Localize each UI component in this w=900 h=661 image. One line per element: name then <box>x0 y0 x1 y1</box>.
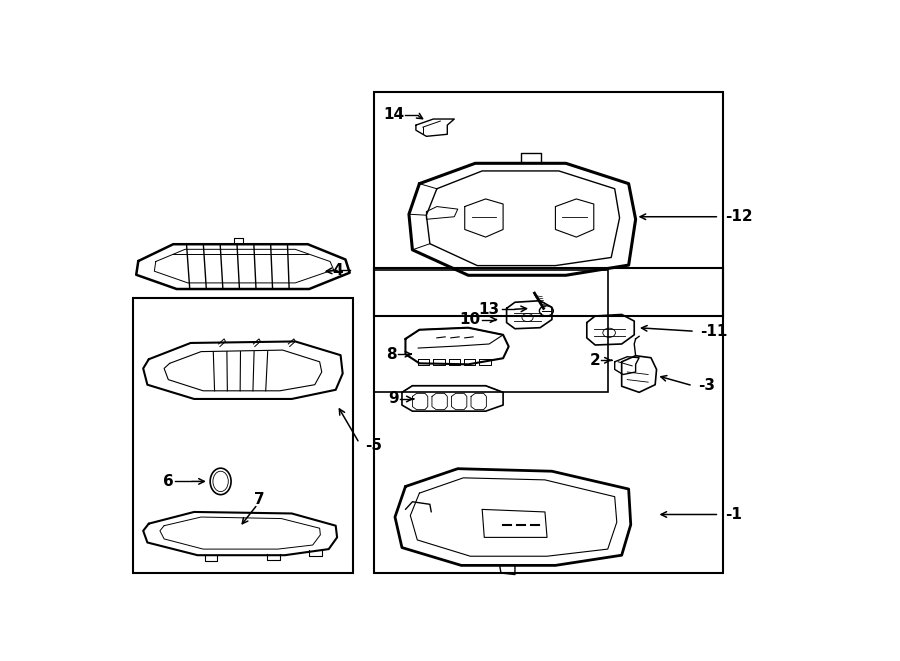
Bar <box>374 92 723 316</box>
Bar <box>374 270 608 393</box>
Bar <box>374 268 723 573</box>
Text: -11: -11 <box>700 324 727 338</box>
Text: 7: 7 <box>254 492 265 507</box>
Text: 10: 10 <box>459 312 480 327</box>
Text: -3: -3 <box>698 378 716 393</box>
Bar <box>133 298 353 573</box>
Text: 2: 2 <box>590 353 601 368</box>
Text: 6: 6 <box>163 474 174 489</box>
Text: 4: 4 <box>332 262 343 278</box>
Text: -5: -5 <box>365 438 382 453</box>
Text: -12: -12 <box>724 210 752 224</box>
Text: 14: 14 <box>382 108 404 122</box>
Text: 13: 13 <box>479 302 500 317</box>
Text: -1: -1 <box>724 507 742 522</box>
Text: 9: 9 <box>388 391 399 407</box>
Text: 8: 8 <box>386 346 397 362</box>
